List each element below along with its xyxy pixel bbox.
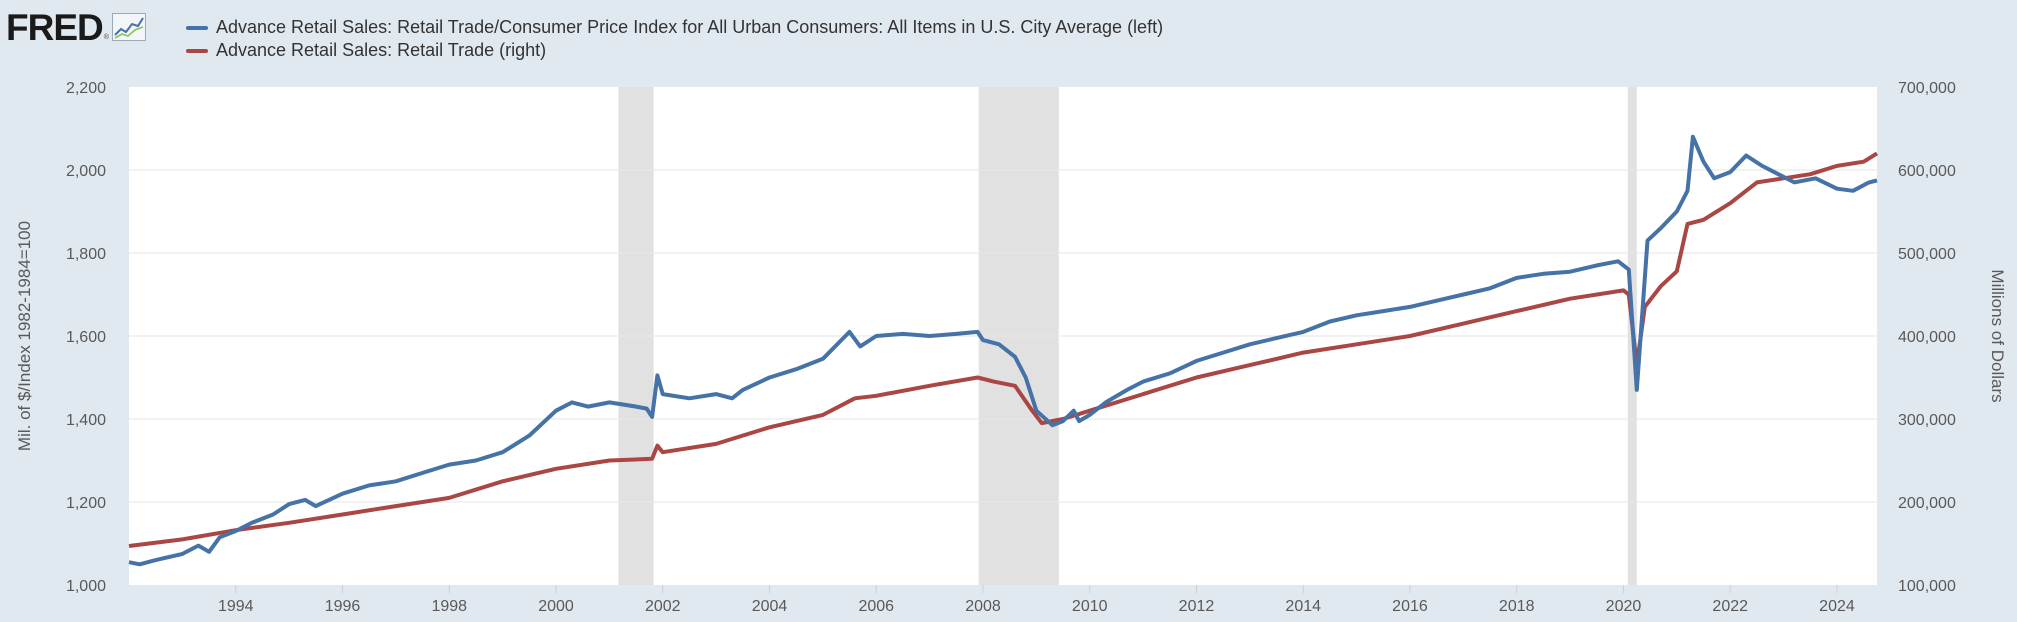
right-axis-title: Millions of Dollars: [1988, 269, 2007, 402]
x-tick-label: 2000: [538, 598, 574, 615]
x-tick-label: 2022: [1712, 598, 1748, 615]
left-axis-ticks: 1,000 1,200 1,400 1,600 1,800 2,000 2,200: [66, 80, 106, 595]
legend-item-retail-sales[interactable]: Advance Retail Sales: Retail Trade (righ…: [186, 39, 1163, 62]
left-tick-label: 1,800: [66, 246, 106, 263]
chart-header: FRED ® Advance Retail Sales: Retail Trad…: [6, 6, 1306, 66]
right-tick-label: 200,000: [1898, 495, 1956, 512]
left-tick-label: 2,000: [66, 163, 106, 180]
x-tick-label: 2006: [858, 598, 894, 615]
line-chart-icon: [111, 13, 146, 46]
fred-logo[interactable]: FRED ®: [6, 8, 146, 48]
left-axis-title: Mil. of $/Index 1982-1984=100: [15, 221, 34, 451]
x-tick-label: 2008: [965, 598, 1001, 615]
x-tick-label: 2024: [1819, 598, 1855, 615]
legend-label: Advance Retail Sales: Retail Trade/Consu…: [216, 17, 1164, 37]
legend-item-real-retail-sales[interactable]: Advance Retail Sales: Retail Trade/Consu…: [186, 16, 1163, 39]
right-tick-label: 500,000: [1898, 246, 1956, 263]
series-line-real-sales[interactable]: [128, 134, 1878, 567]
left-tick-label: 1,000: [66, 578, 106, 595]
right-axis-ticks: 100,000 200,000 300,000 400,000 500,000 600,0…: [1898, 80, 1956, 595]
x-tick-label: 2004: [752, 598, 788, 615]
right-tick-label: 100,000: [1898, 578, 1956, 595]
registered-mark: ®: [103, 34, 109, 41]
x-tick-label: 1994: [218, 598, 254, 615]
x-tick-label: 2018: [1499, 598, 1535, 615]
series-lines: [128, 134, 1879, 567]
legend-swatch-red: [186, 48, 208, 53]
x-tick-label: 2020: [1606, 598, 1642, 615]
x-tick-label: 1998: [431, 598, 467, 615]
legend-label: Advance Retail Sales: Retail Trade (righ…: [216, 40, 547, 60]
x-tick-label: 2012: [1179, 598, 1215, 615]
x-axis-ticks: 1994 1996 1998 2000 2002 2004 2006 2008 2010 2012…: [218, 585, 1855, 615]
x-tick-label: 2014: [1285, 598, 1321, 615]
x-tick-label: 1996: [325, 598, 361, 615]
right-tick-label: 700,000: [1898, 80, 1956, 97]
x-tick-label: 2002: [645, 598, 681, 615]
left-tick-label: 2,200: [66, 80, 106, 97]
right-tick-label: 300,000: [1898, 412, 1956, 429]
legend-swatch-blue: [186, 25, 208, 30]
right-tick-label: 600,000: [1898, 163, 1956, 180]
left-tick-label: 1,400: [66, 412, 106, 429]
left-tick-label: 1,600: [66, 329, 106, 346]
x-tick-label: 2010: [1072, 598, 1108, 615]
right-tick-label: 400,000: [1898, 329, 1956, 346]
legend: Advance Retail Sales: Retail Trade/Consu…: [186, 16, 1163, 62]
logo-text: FRED: [6, 7, 104, 48]
left-tick-label: 1,200: [66, 495, 106, 512]
x-tick-label: 2016: [1392, 598, 1428, 615]
